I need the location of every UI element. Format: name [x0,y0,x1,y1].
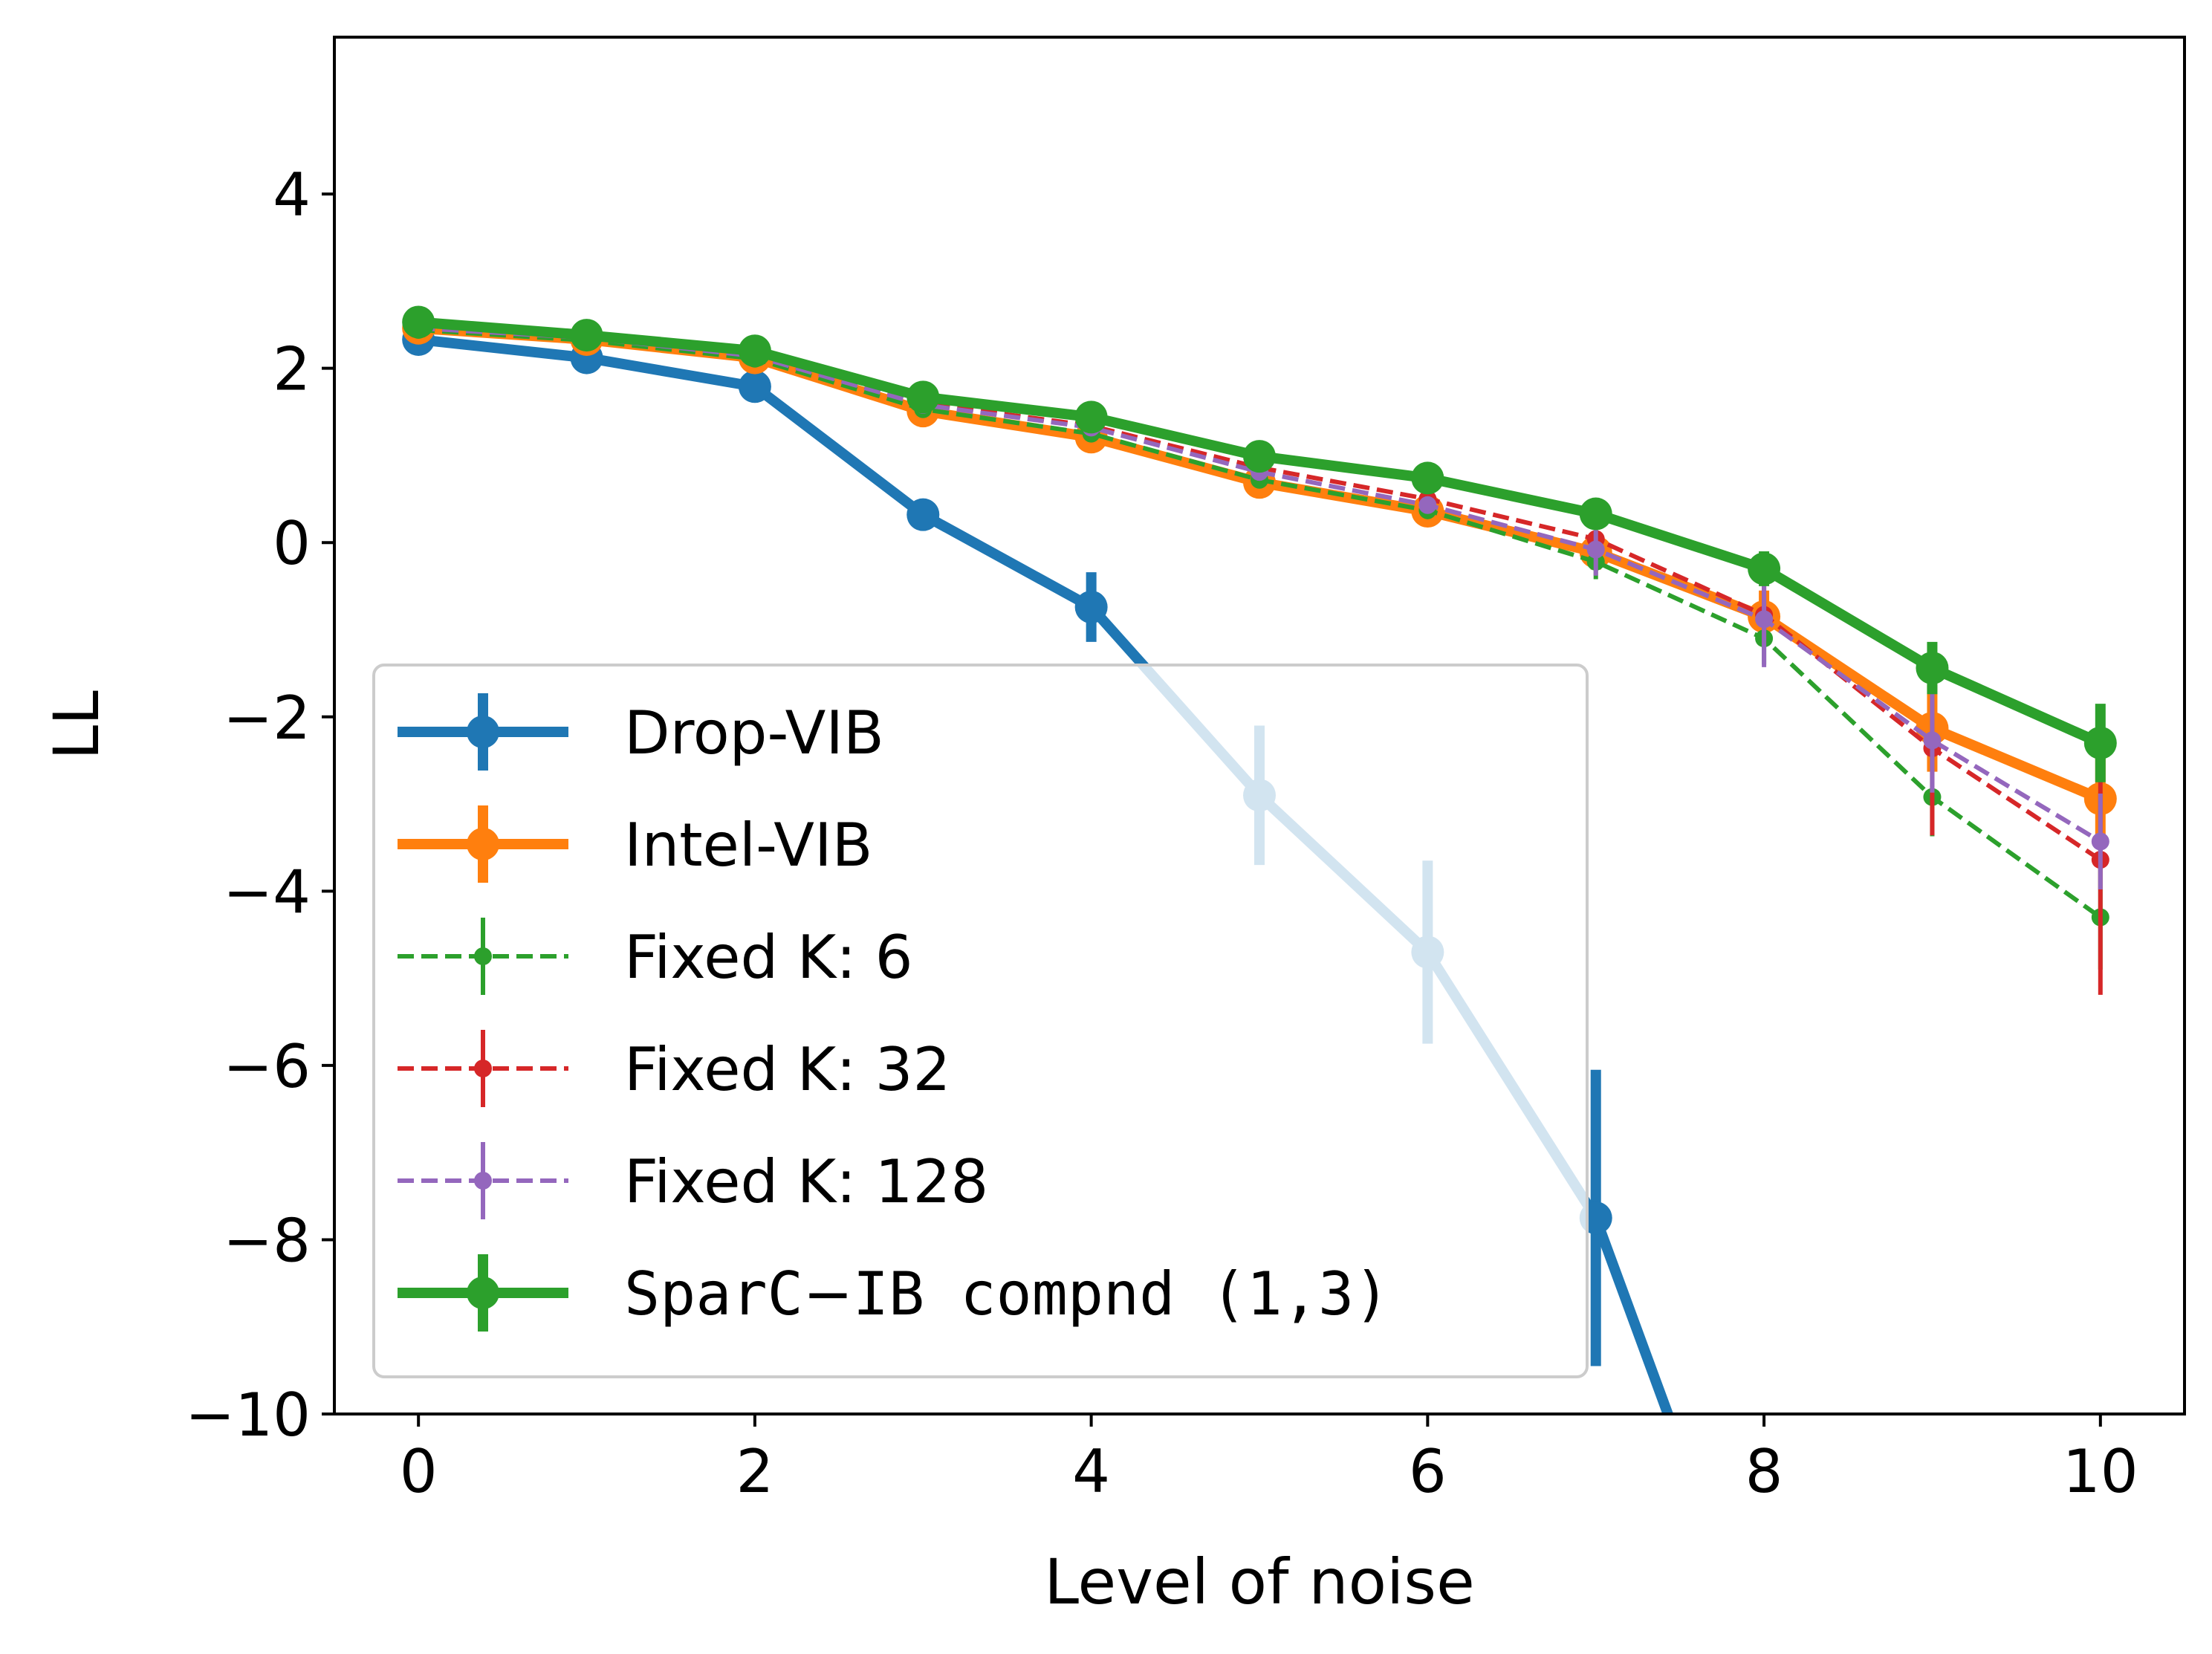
x-tick-label: 10 [2063,1437,2138,1506]
legend-swatch-marker [467,716,499,748]
data-point [1916,652,1949,685]
data-point [1579,497,1612,531]
data-point [1074,400,1108,434]
x-tick-label: 2 [736,1437,773,1506]
y-axis-ticks: 4 2 0 −2 −4 −6 −8 −10 [185,160,334,1450]
legend-entry: Drop-VIB [398,693,884,771]
data-point [1923,731,1942,750]
legend-entry: Fixed K: 6 [398,918,912,995]
plot-frame [333,36,2186,1415]
legend-swatch-marker [467,828,499,860]
legend-entry: Fixed K: 32 [398,1030,950,1107]
legend-label: SparC−IB compnd (1,3) [624,1259,1389,1329]
legend-label: Fixed K: 128 [624,1147,988,1216]
legend-swatch-marker [474,1172,492,1190]
x-tick-label: 4 [1072,1437,1110,1506]
data-point [2091,832,2109,851]
data-point [1755,610,1774,629]
x-axis-ticks: 0 2 4 6 8 10 [400,1414,2138,1506]
y-tick-label: −4 [223,857,311,927]
x-axis-title: Level of noise [1044,1546,1475,1618]
y-tick-label: 4 [273,160,311,230]
legend-entry: SparC−IB compnd (1,3) [398,1254,1389,1332]
legend-swatch-marker [474,1060,492,1077]
legend-swatch-marker [467,1277,499,1309]
legend-swatch-marker [474,947,492,965]
data-point [402,305,435,339]
data-point [738,334,771,368]
data-point [2083,726,2117,759]
legend: Drop-VIB Intel-VIB Fixed K: 6 Fixed K: 32 Fi… [372,664,1589,1378]
data-point [1074,591,1108,624]
legend-label: Intel-VIB [624,811,873,880]
data-point [570,319,603,352]
data-point [1748,552,1781,586]
y-tick-label: −2 [223,684,311,753]
data-point [1586,540,1605,559]
series-layer [402,305,2117,1414]
legend-entries: Drop-VIB Intel-VIB Fixed K: 6 Fixed K: 32 Fi… [398,693,1389,1332]
data-point [1243,440,1276,473]
legend-label: Drop-VIB [624,698,884,768]
x-tick-label: 8 [1745,1437,1783,1506]
y-axis-title: LL [40,690,113,760]
y-tick-label: −6 [223,1032,311,1101]
legend-label: Fixed K: 6 [624,923,912,992]
y-tick-label: −8 [223,1206,311,1275]
data-point [906,498,940,531]
y-tick-label: −10 [185,1381,311,1450]
legend-frame [372,664,1589,1378]
x-tick-label: 0 [400,1437,438,1506]
data-point [738,370,771,403]
legend-entry: Intel-VIB [398,805,873,883]
legend-entry: Fixed K: 128 [398,1142,988,1219]
data-point [906,380,940,414]
y-tick-label: 0 [273,509,311,578]
data-point [1418,496,1437,514]
legend-label: Fixed K: 32 [624,1035,950,1104]
data-point [1411,461,1444,495]
x-tick-label: 6 [1409,1437,1447,1506]
y-tick-label: 2 [273,335,311,404]
series-5 [402,305,2117,782]
